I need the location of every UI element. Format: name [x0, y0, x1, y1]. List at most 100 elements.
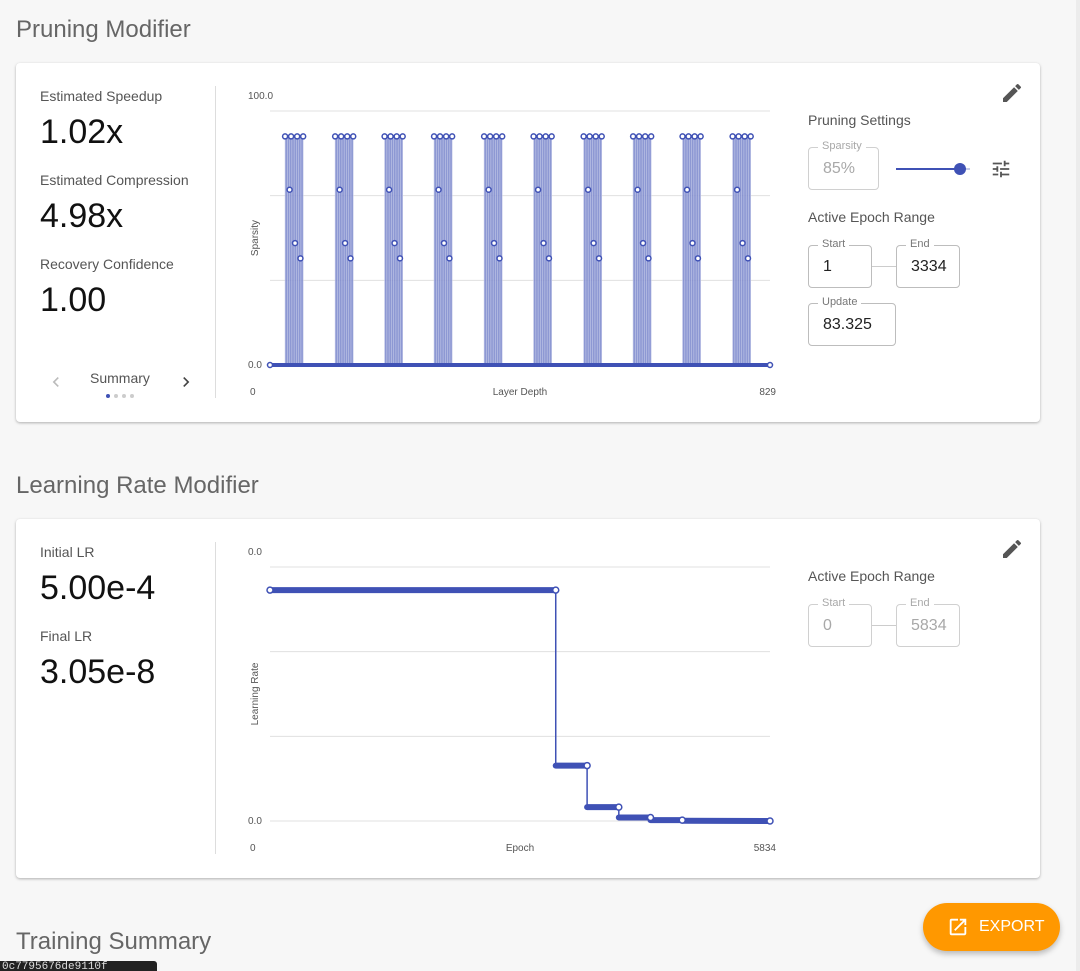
carousel-dot-active[interactable] [106, 394, 110, 398]
pruning-start-field[interactable]: Start 1 [808, 238, 872, 288]
sparsity-point [590, 239, 597, 247]
sparsity-point [548, 133, 555, 140]
sparsity-point [634, 186, 641, 193]
sparsity-chart: 100.0 0.0 0 829 Layer Depth Sparsity [248, 91, 776, 398]
lr-point [678, 816, 686, 824]
x-axis-label: Epoch [506, 843, 534, 854]
sparsity-slider[interactable] [896, 160, 970, 178]
sparsity-point [540, 239, 547, 247]
sparsity-point [741, 133, 748, 140]
range-connector [872, 266, 896, 267]
final-lr-value: 3.05e-8 [40, 653, 156, 691]
end-label: End [906, 238, 934, 250]
sparsity-field-value: 85% [823, 160, 856, 177]
sparsity-point [490, 239, 498, 247]
sparsity-point [336, 186, 343, 193]
sparsity-point [446, 255, 453, 262]
sparsity-point [331, 133, 339, 140]
start-value: 0 [823, 617, 832, 634]
sparsity-point [629, 133, 637, 140]
lr-point [551, 586, 560, 594]
sparsity-point [442, 133, 450, 140]
sparsity-point [291, 239, 299, 247]
estimated-speedup-label: Estimated Speedup [40, 88, 163, 104]
slider-thumb[interactable] [954, 163, 966, 175]
range-connector [872, 625, 896, 626]
lr-point [766, 817, 774, 825]
sparsity-point [534, 186, 542, 193]
y-axis-label: Learning Rate [250, 662, 261, 725]
sparsity-point [492, 133, 500, 140]
sparsity-point [635, 133, 643, 140]
sparsity-point [498, 133, 506, 140]
sparsity-point [448, 133, 456, 140]
pruning-section-title: Pruning Modifier [16, 16, 191, 43]
sparsity-field-label: Sparsity [818, 140, 866, 152]
sparsity-point [385, 186, 393, 193]
x-tick-label-max: 829 [759, 387, 776, 398]
pencil-icon [1003, 539, 1022, 558]
x-tick-label-min: 0 [250, 387, 256, 398]
initial-lr-value: 5.00e-4 [40, 569, 156, 607]
lr-start-field[interactable]: Start 0 [808, 597, 872, 647]
sparsity-point [530, 133, 537, 140]
pruning-edit-button[interactable] [1000, 81, 1024, 105]
end-value: 3334 [911, 258, 947, 275]
sparsity-point [691, 133, 698, 140]
sparsity-point [536, 133, 543, 140]
sparsity-point [739, 239, 746, 247]
lr-card: Initial LR 5.00e-4 Final LR 3.05e-8 0.0 0… [16, 519, 1040, 878]
hover-tooltip: 0c7795676de9110f [0, 961, 157, 971]
sparsity-point [647, 133, 655, 140]
sparsity-point [496, 255, 503, 262]
lr-point [583, 761, 591, 770]
start-label: Start [818, 238, 850, 250]
update-value: 83.325 [823, 316, 872, 333]
sparsity-point [580, 133, 587, 140]
pruning-settings-title: Pruning Settings [808, 112, 911, 128]
pruning-end-field[interactable]: End 3334 [896, 238, 960, 288]
sparsity-point [744, 255, 752, 262]
sparsity-point [545, 255, 553, 262]
update-label: Update [818, 296, 862, 308]
sparsity-point [343, 133, 351, 140]
sparsity-point [393, 133, 400, 140]
sparsity-point [598, 133, 605, 140]
export-button[interactable]: EXPORT [923, 903, 1060, 951]
sparsity-point [645, 255, 652, 262]
chevron-left-icon [52, 377, 59, 387]
open-in-new-icon [949, 918, 967, 936]
recovery-confidence-label: Recovery Confidence [40, 256, 174, 272]
lr-end-field[interactable]: End 5834 [896, 597, 960, 647]
sparsity-point [297, 255, 304, 262]
metrics-divider [215, 542, 216, 854]
sparsity-field[interactable]: Sparsity 85% [808, 140, 879, 190]
sparsity-point [679, 133, 686, 140]
sparsity-point [435, 186, 442, 193]
sparsity-point [266, 361, 274, 369]
sparsity-point [337, 133, 345, 140]
sparsity-point [347, 255, 354, 262]
estimated-compression-value: 4.98x [40, 197, 124, 235]
start-value: 1 [823, 258, 832, 275]
sparsity-point [584, 186, 592, 193]
sparsity-point [391, 239, 398, 247]
lr-edit-button[interactable] [1000, 537, 1024, 561]
sparsity-point [341, 239, 349, 247]
carousel-prev-button[interactable] [46, 372, 66, 392]
scrollbar[interactable] [1076, 0, 1080, 971]
pruning-card: Estimated Speedup 1.02x Estimated Compre… [16, 63, 1040, 422]
sparsity-point [592, 133, 599, 140]
end-label: End [906, 597, 934, 609]
estimated-compression-label: Estimated Compression [40, 172, 189, 188]
tune-icon [992, 160, 1010, 178]
carousel-dot[interactable] [114, 394, 118, 398]
carousel-next-button[interactable] [176, 372, 196, 392]
pruning-update-field[interactable]: Update 83.325 [808, 296, 896, 346]
lr-point [266, 586, 274, 594]
carousel-dot[interactable] [130, 394, 134, 398]
tune-button[interactable] [990, 158, 1012, 180]
sparsity-point [595, 255, 603, 262]
carousel-dot[interactable] [122, 394, 126, 398]
start-label: Start [818, 597, 850, 609]
